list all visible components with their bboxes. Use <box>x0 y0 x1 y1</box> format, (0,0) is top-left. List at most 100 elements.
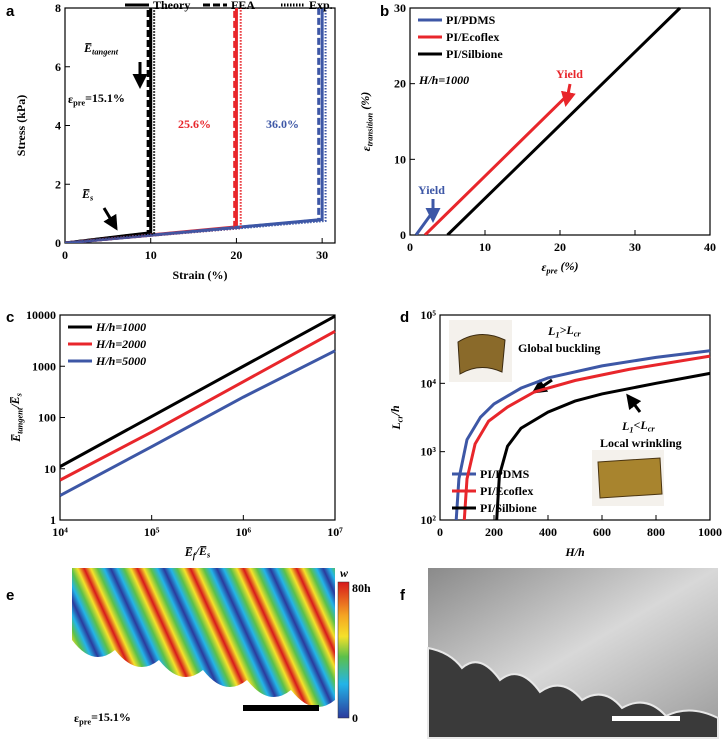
annotation: Global buckling <box>518 341 600 355</box>
y-tick-label: 4 <box>55 119 61 133</box>
y-axis-label: E̅tangent/E̅s <box>8 393 25 443</box>
data-line <box>423 97 565 235</box>
contour-image <box>72 568 335 730</box>
text-part: 1 <box>555 331 559 340</box>
legend-label: Theory <box>153 0 190 12</box>
text-part: f <box>193 552 197 561</box>
y-tick-label: 10⁴ <box>420 376 436 390</box>
text-part: ε <box>68 92 73 106</box>
annotation: εpre=15.1% <box>68 91 125 108</box>
legend-label: PI/Silbione <box>480 501 537 515</box>
legend-label: FEA <box>231 0 255 12</box>
y-tick-label: 1 <box>50 513 56 527</box>
x-axis-label: Strain (%) <box>173 268 228 282</box>
text-part: s <box>206 550 210 559</box>
y-tick-label: 10 <box>394 152 406 166</box>
y-tick-label: 8 <box>55 1 61 15</box>
text-part: cr <box>574 329 582 338</box>
data-line <box>454 349 711 520</box>
colorbar <box>337 581 350 719</box>
x-tick-label: 10⁴ <box>52 525 68 539</box>
x-tick-label: 10⁷ <box>327 525 343 539</box>
colorbar-title: w <box>340 566 349 580</box>
y-tick-label: 10 <box>44 462 56 476</box>
text-part: s <box>14 393 23 397</box>
panel-letter: a <box>6 3 15 20</box>
scale-bar <box>243 705 319 711</box>
x-tick-label: 10⁵ <box>144 525 160 539</box>
legend-label: H/h=2000 <box>95 337 146 351</box>
scale-bar <box>612 716 680 721</box>
data-line <box>65 8 153 243</box>
annotation: εpre=15.1% <box>74 710 131 727</box>
data-line <box>65 8 156 243</box>
data-line <box>60 349 336 497</box>
text-part: 25.6% <box>178 117 211 131</box>
text-part: 36.0% <box>266 117 299 131</box>
text-part: (%) <box>358 92 372 113</box>
data-line <box>495 371 711 520</box>
y-axis-label: Lcr/h <box>388 405 405 431</box>
legend-label: PI/Silbione <box>446 47 503 61</box>
text-part: transition <box>366 112 375 146</box>
colorbar-min: 0 <box>352 711 358 725</box>
data-line <box>462 354 711 520</box>
x-tick-label: 0 <box>407 240 413 254</box>
legend-label: PI/PDMS <box>446 13 496 27</box>
legend-label: PI/Ecoflex <box>446 30 499 44</box>
data-line <box>60 330 336 482</box>
y-tick-label: 0 <box>55 236 61 250</box>
y-tick-label: 30 <box>394 1 406 15</box>
x-tick-label: 10 <box>479 240 491 254</box>
x-tick-label: 800 <box>647 525 665 539</box>
y-tick-label: 10³ <box>420 445 436 459</box>
x-tick-label: 10 <box>145 248 157 262</box>
photo-sample <box>597 457 663 499</box>
x-axis-label: E̅f/E̅s <box>184 544 210 561</box>
y-tick-label: 6 <box>55 60 61 74</box>
text-part: ε <box>359 146 373 151</box>
legend-label: H/h=1000 <box>95 320 146 334</box>
x-tick-label: 400 <box>539 525 557 539</box>
y-axis-label: Stress (kPa) <box>14 95 28 156</box>
text-part: Global buckling <box>518 341 600 355</box>
y-tick-label: 0 <box>400 228 406 242</box>
text-part: =15.1% <box>91 710 131 724</box>
text-part: E̅ <box>83 41 92 55</box>
x-tick-label: 30 <box>316 248 328 262</box>
annotation: 36.0% <box>266 117 299 131</box>
annotation: E̅tangent <box>83 41 119 57</box>
legend-label: PI/Ecoflex <box>480 484 533 498</box>
text-part: /E̅ <box>195 544 207 558</box>
data-line <box>60 314 336 468</box>
y-tick-label: 2 <box>55 177 61 191</box>
y-tick-label: 20 <box>394 77 406 91</box>
text-part: s <box>89 194 93 203</box>
text-part: E̅ <box>9 434 23 443</box>
y-tick-label: 100 <box>38 411 56 425</box>
text-part: 1 <box>629 426 633 435</box>
text-part: L <box>621 419 629 433</box>
plot-frame <box>439 314 711 521</box>
panel-letter: d <box>400 309 409 326</box>
arrow <box>560 83 576 107</box>
data-line <box>414 211 434 235</box>
annotation: L1>Lcr <box>547 323 581 340</box>
text-part: pre <box>79 718 91 727</box>
x-tick-label: 30 <box>629 240 641 254</box>
arrow <box>626 393 642 413</box>
text-part: <L <box>634 418 648 432</box>
x-tick-label: 20 <box>554 240 566 254</box>
text-part: Local wrinkling <box>600 436 682 450</box>
y-axis-label: εtransition (%) <box>358 92 375 151</box>
annotation: Local wrinkling <box>600 436 682 450</box>
text-part: /h <box>388 405 402 416</box>
data-line <box>446 6 682 235</box>
y-tick-label: 10⁵ <box>420 308 436 322</box>
x-tick-label: 40 <box>704 240 716 254</box>
text-part: ε <box>74 711 79 725</box>
text-part: /E̅ <box>8 396 22 408</box>
legend-label: PI/PDMS <box>480 467 530 481</box>
text-part: Yield <box>556 67 583 81</box>
